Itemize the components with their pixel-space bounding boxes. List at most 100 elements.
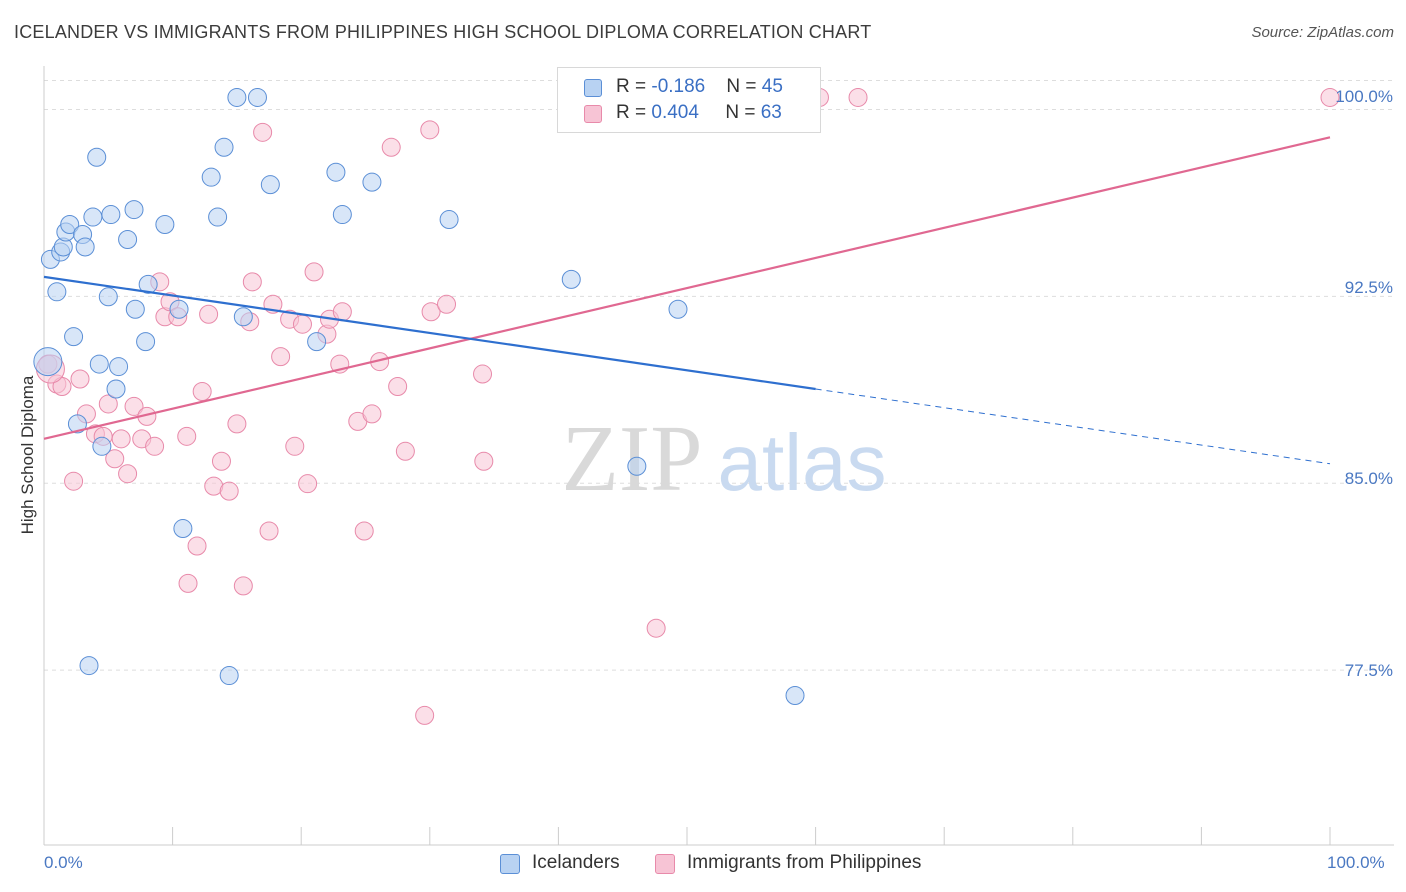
point-icelanders: [87, 147, 107, 167]
n-label: N =: [726, 76, 762, 97]
point-philippines: [474, 451, 494, 471]
point-philippines: [211, 451, 231, 471]
point-icelanders: [260, 175, 280, 195]
r-value: -0.186: [651, 76, 706, 97]
legend-swatch-icelanders: [584, 79, 602, 97]
point-philippines: [259, 521, 279, 541]
point-icelanders: [219, 666, 239, 686]
point-philippines: [292, 314, 312, 334]
point-icelanders: [47, 282, 67, 302]
point-philippines: [646, 618, 666, 638]
point-icelanders: [60, 215, 80, 235]
point-philippines: [332, 302, 352, 322]
point-icelanders: [362, 172, 382, 192]
point-icelanders: [169, 299, 189, 319]
point-philippines: [420, 120, 440, 140]
point-icelanders: [89, 354, 109, 374]
point-philippines: [64, 471, 84, 491]
point-philippines: [178, 573, 198, 593]
point-icelanders: [561, 269, 581, 289]
point-philippines: [242, 272, 262, 292]
bottom-legend-swatch-icelanders: [500, 854, 520, 874]
n-value: 45: [761, 76, 783, 97]
point-icelanders: [98, 287, 118, 307]
trend-line-icelanders-extension: [815, 388, 1331, 465]
point-philippines: [118, 464, 138, 484]
point-icelanders: [233, 307, 253, 327]
chart-title: ICELANDER VS IMMIGRANTS FROM PHILIPPINES…: [14, 22, 872, 42]
point-philippines: [187, 536, 207, 556]
point-icelanders: [332, 205, 352, 225]
point-icelanders: [627, 456, 647, 476]
point-icelanders: [79, 656, 99, 676]
n-label: N =: [725, 102, 761, 123]
point-philippines: [1320, 87, 1340, 107]
x-tick-label: 100.0%: [1327, 853, 1385, 872]
x-tick-label: 0.0%: [44, 853, 83, 872]
point-icelanders: [668, 299, 688, 319]
point-icelanders: [326, 162, 346, 182]
point-philippines: [199, 304, 219, 324]
point-philippines: [70, 369, 90, 389]
point-philippines: [177, 426, 197, 446]
legend-swatch-philippines: [584, 105, 602, 123]
point-icelanders: [109, 357, 129, 377]
point-icelanders: [92, 436, 112, 456]
point-philippines: [304, 262, 324, 282]
point-icelanders: [101, 205, 121, 225]
watermark: ZIP atlas: [562, 407, 887, 511]
y-tick-label: 77.5%: [1344, 661, 1393, 680]
point-icelanders: [227, 87, 247, 107]
r-value: 0.404: [651, 102, 699, 123]
series-icelanders-points: [33, 87, 805, 705]
point-icelanders: [138, 274, 158, 294]
y-tick-label: 92.5%: [1344, 278, 1393, 297]
point-icelanders: [155, 215, 175, 235]
point-icelanders: [83, 207, 103, 227]
bottom-legend-label: Immigrants from Philippines: [687, 852, 922, 873]
bottom-legend-swatch-philippines: [655, 854, 675, 874]
point-icelanders: [75, 237, 95, 257]
point-icelanders: [201, 167, 221, 187]
point-icelanders: [307, 332, 327, 352]
trend-line-icelanders: [43, 275, 816, 391]
point-philippines: [362, 404, 382, 424]
n-value: 63: [760, 102, 782, 123]
point-philippines: [298, 474, 318, 494]
point-icelanders: [247, 87, 267, 107]
point-philippines: [111, 429, 131, 449]
trend-lines: [43, 136, 1331, 465]
point-icelanders: [785, 685, 805, 705]
point-icelanders: [173, 519, 193, 539]
trend-line-philippines: [43, 136, 1331, 440]
point-philippines: [192, 381, 212, 401]
r-label: R =: [616, 76, 652, 97]
point-icelanders: [208, 207, 228, 227]
point-philippines: [848, 87, 868, 107]
point-icelanders: [33, 347, 63, 377]
point-philippines: [381, 137, 401, 157]
y-tick-label: 85.0%: [1344, 469, 1393, 488]
axes: [43, 66, 1394, 846]
source-label: Source: ZipAtlas.com: [1251, 24, 1394, 41]
point-icelanders: [64, 327, 84, 347]
point-philippines: [98, 394, 118, 414]
point-philippines: [219, 481, 239, 501]
bottom-legend-label: Icelanders: [532, 852, 620, 873]
point-philippines: [105, 449, 125, 469]
point-philippines: [421, 302, 441, 322]
point-philippines: [227, 414, 247, 434]
y-axis-label: High School Diploma: [18, 375, 37, 535]
point-icelanders: [214, 137, 234, 157]
point-icelanders: [106, 379, 126, 399]
point-philippines: [473, 364, 493, 384]
stats-legend: R = -0.186 N = 45 R = 0.404 N = 63: [557, 67, 821, 133]
point-philippines: [145, 436, 165, 456]
point-philippines: [395, 441, 415, 461]
point-icelanders: [136, 332, 156, 352]
y-tick-label: 100.0%: [1335, 87, 1393, 106]
point-icelanders: [118, 229, 138, 249]
point-philippines: [253, 122, 273, 142]
point-philippines: [437, 294, 457, 314]
